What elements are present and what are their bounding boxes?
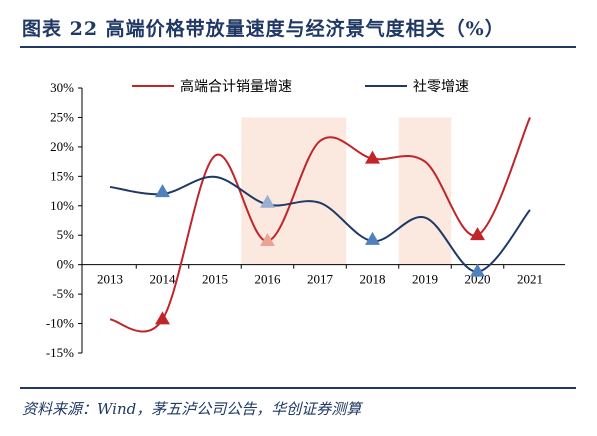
series-1-marker (260, 233, 275, 247)
shaded-range-2 (398, 117, 452, 265)
series-1-marker (470, 227, 485, 241)
x-tick-label: 2013 (97, 272, 123, 287)
y-tick-label: -15% (46, 345, 74, 360)
source-note: 资料来源：Wind，茅五泸公司公告，华创证券测算 (22, 400, 362, 418)
bottom-rule (20, 387, 576, 389)
series-2-marker (365, 231, 380, 245)
series-line-2 (109, 175, 531, 273)
x-tick-label: 2017 (307, 272, 334, 287)
y-tick-label: 20% (50, 139, 74, 154)
shaded-range-1 (241, 117, 347, 265)
y-tick-label: 0% (57, 257, 75, 272)
legend-label-1: 高端合计销量增速 (180, 78, 292, 95)
series-2-marker (260, 194, 275, 208)
y-tick-label: 15% (50, 168, 74, 183)
y-tick-label: 30% (50, 80, 74, 95)
y-tick-label: -10% (46, 316, 74, 331)
y-tick-label: 10% (50, 198, 74, 213)
y-tick-label: 25% (50, 109, 74, 124)
y-tick-label: 5% (57, 227, 75, 242)
legend-label-2: 社零增速 (413, 79, 469, 95)
series-1-marker (365, 150, 380, 164)
x-tick-label: 2016 (255, 272, 282, 287)
y-tick-label: -5% (52, 286, 74, 301)
figure-title: 图表 22 高端价格带放量速度与经济景气度相关（%） (22, 18, 505, 40)
series-2-marker (155, 184, 170, 198)
x-tick-label: 2021 (517, 272, 543, 287)
x-tick-label: 2018 (360, 272, 386, 287)
top-rule (20, 46, 576, 48)
x-tick-label: 2014 (150, 272, 177, 287)
x-tick-label: 2015 (202, 272, 228, 287)
series-line-1 (109, 117, 531, 333)
series-1-marker (155, 311, 170, 325)
x-tick-label: 2019 (412, 272, 438, 287)
line-chart: -15% -10% -5% 0% 5% 10% 15% 20% 25% 30% 2013 2014 20… (46, 78, 565, 360)
series-2-marker (470, 263, 485, 277)
